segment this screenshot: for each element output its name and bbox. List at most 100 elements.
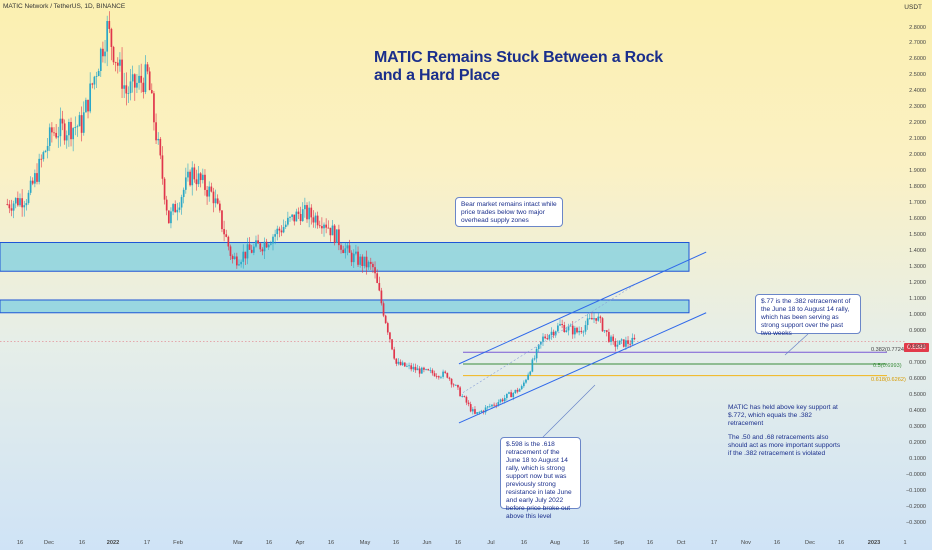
candle-body-13 <box>34 173 36 184</box>
x-tick-label: Jul <box>487 540 495 546</box>
candle-body-33 <box>76 126 79 128</box>
candle-body-140 <box>304 205 306 210</box>
candle-body-44 <box>99 48 102 72</box>
candle-body-268 <box>576 327 578 333</box>
candle-body-42 <box>95 76 98 77</box>
candle-body-86 <box>189 171 191 186</box>
candle-body-147 <box>318 225 321 227</box>
y-tick-label: 0.5000 <box>909 391 926 398</box>
candle-body-99 <box>216 198 219 204</box>
candle-body-74 <box>163 178 166 200</box>
candle-body-129 <box>280 230 283 233</box>
y-tick-label: 2.7000 <box>909 40 926 47</box>
candle-body-49 <box>110 28 113 47</box>
candle-body-105 <box>229 246 232 256</box>
fib-label-382: 0.382(0.7724) <box>871 347 906 353</box>
x-tick-label: 1 <box>903 540 907 546</box>
candle-body-259 <box>557 325 559 332</box>
candle-body-26 <box>61 118 64 124</box>
candle-body-260 <box>559 324 561 326</box>
candle-body-142 <box>308 207 310 220</box>
candle-body-100 <box>218 203 221 211</box>
candle-body-278 <box>597 316 600 321</box>
candle-body-158 <box>342 249 345 254</box>
candle-body-229 <box>493 404 495 406</box>
candle-body-138 <box>299 213 302 222</box>
candle-body-66 <box>146 64 149 72</box>
candle-body-112 <box>244 251 247 259</box>
candle-body-101 <box>221 210 223 230</box>
candle-body-280 <box>601 318 604 332</box>
candle-body-73 <box>161 155 164 179</box>
y-tick-label: 1.5000 <box>909 232 926 239</box>
candle-body-144 <box>312 217 315 223</box>
candle-body-70 <box>155 122 157 141</box>
candle-body-109 <box>238 264 240 266</box>
y-tick-label: −0.3000 <box>905 519 926 526</box>
candle-body-133 <box>289 216 291 218</box>
y-tick-label: 0.2000 <box>909 439 926 446</box>
candle-body-182 <box>393 349 396 359</box>
candle-body-61 <box>136 82 138 88</box>
candle-body-228 <box>491 404 493 407</box>
candle-body-164 <box>355 251 357 254</box>
candle-body-31 <box>72 128 74 140</box>
candle-body-69 <box>153 93 155 123</box>
candle-body-222 <box>478 412 481 413</box>
candle-body-271 <box>582 331 585 333</box>
candle-body-281 <box>603 330 606 332</box>
x-tick-label: 2022 <box>106 540 120 546</box>
y-tick-label: 1.7000 <box>909 200 926 207</box>
candle-body-276 <box>593 318 595 320</box>
candle-body-15 <box>38 158 40 182</box>
x-tick-label: Aug <box>550 540 560 546</box>
candle-body-156 <box>338 229 340 246</box>
candle-body-211 <box>454 384 457 386</box>
channel-lower <box>458 312 707 424</box>
candle-body-57 <box>127 93 130 94</box>
candle-body-205 <box>442 371 444 377</box>
candle-body-277 <box>595 318 597 321</box>
candle-body-230 <box>495 405 498 407</box>
x-tick-label: 17 <box>710 540 718 546</box>
candle-body-238 <box>512 392 515 398</box>
y-tick-label: −0.1000 <box>905 487 926 494</box>
candle-body-275 <box>591 317 593 320</box>
candle-body-244 <box>525 379 527 383</box>
supply-zone-2 <box>0 299 690 314</box>
candle-body-84 <box>184 177 187 190</box>
candle-body-255 <box>548 335 551 340</box>
candle-body-108 <box>236 256 238 266</box>
x-tick-label: Dec <box>805 540 815 546</box>
candle-body-19 <box>46 145 49 151</box>
candle-body-37 <box>85 99 87 113</box>
x-tick-label: Dec <box>44 540 54 546</box>
candle-body-51 <box>114 62 117 64</box>
x-tick-label: 16 <box>646 540 654 546</box>
candle-body-270 <box>580 330 583 333</box>
candle-body-80 <box>176 209 179 213</box>
last-price-tag: 0.8389 <box>904 343 929 352</box>
candle-body-36 <box>82 112 85 133</box>
candle-body-94 <box>206 189 208 197</box>
x-tick-label: Sep <box>614 540 624 546</box>
candle-body-22 <box>53 132 55 134</box>
candle-body-122 <box>265 241 268 248</box>
callout-618-support: $.598 is the .618 retracement of the Jun… <box>500 437 581 520</box>
candle-body-48 <box>108 21 111 29</box>
candle-body-4 <box>14 197 17 204</box>
y-tick-label: 2.3000 <box>909 104 926 111</box>
candle-body-110 <box>240 261 242 265</box>
candle-body-139 <box>301 209 304 222</box>
candle-body-293 <box>629 343 632 345</box>
candle-body-279 <box>599 316 602 319</box>
candle-body-183 <box>395 358 398 364</box>
candle-body-251 <box>540 341 542 345</box>
x-tick-label: Mar <box>233 540 243 546</box>
candle-body-188 <box>406 365 408 367</box>
y-tick-label: 2.4000 <box>909 88 926 95</box>
candle-body-206 <box>444 371 447 373</box>
candle-body-11 <box>29 180 32 193</box>
